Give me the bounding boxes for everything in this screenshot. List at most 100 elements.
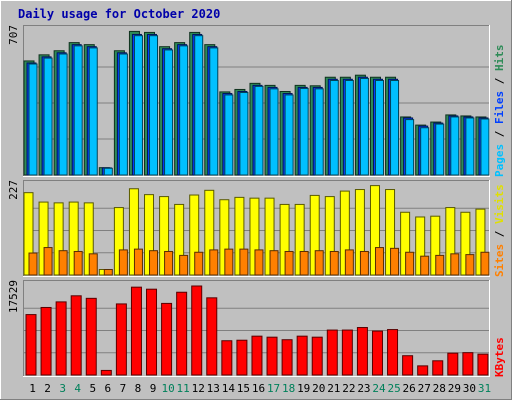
bar-sites-day-6 <box>103 269 113 276</box>
day-label: 16 <box>252 382 265 395</box>
bar-pages-day-28 <box>435 123 445 176</box>
day-label: 31 <box>478 382 491 395</box>
y-max-label: 17529 <box>7 280 20 313</box>
day-label: 29 <box>448 382 461 395</box>
bar-pages-day-13 <box>209 47 219 176</box>
bar-sites-day-14 <box>224 248 234 276</box>
bar-sites-day-29 <box>450 253 460 276</box>
bar-pages-day-23 <box>359 77 369 176</box>
day-label: 5 <box>89 382 96 395</box>
day-label: 20 <box>312 382 325 395</box>
x-axis-labels: 1 2 3 4 5 6 7 8 9 10 11 12 13 14 15 16 17 18 19 20 21 22 23 24 2… <box>29 382 491 395</box>
day-label: 8 <box>135 382 142 395</box>
bar-pages-day-24 <box>374 79 384 176</box>
bar-kbytes-day-16 <box>251 335 263 376</box>
legend-entry: Pages <box>493 144 506 177</box>
bar-kbytes-day-1 <box>25 314 37 376</box>
bar-sites-day-21 <box>329 250 339 276</box>
bar-kbytes-day-12 <box>191 285 203 376</box>
legend-entry: Files <box>493 91 506 124</box>
legend-entry: / <box>493 224 506 244</box>
bar-kbytes-day-10 <box>161 302 173 376</box>
legend-entry: Sites <box>493 244 506 277</box>
bar-kbytes-day-7 <box>115 303 127 376</box>
day-label: 24 <box>372 382 386 395</box>
bar-kbytes-day-22 <box>341 329 353 376</box>
bar-pages-day-20 <box>314 88 324 176</box>
y-max-label: 227 <box>7 180 20 200</box>
bar-kbytes-day-4 <box>70 295 82 376</box>
bar-kbytes-day-13 <box>206 297 218 376</box>
day-label: 28 <box>433 382 446 395</box>
bar-sites-day-2 <box>43 247 53 276</box>
series-pages <box>28 35 490 176</box>
bar-kbytes-day-21 <box>326 329 338 376</box>
panel-kbytes: 17529 KBytes <box>7 280 506 377</box>
panel-visits_sites: 227 Sites / Visits <box>7 180 506 277</box>
bar-pages-day-4 <box>73 45 83 176</box>
bar-sites-day-30 <box>465 254 475 276</box>
day-label: 22 <box>342 382 355 395</box>
bar-pages-day-29 <box>450 116 460 176</box>
legend-entry: Visits <box>493 184 506 224</box>
bar-kbytes-day-2 <box>40 306 52 376</box>
bar-kbytes-day-15 <box>236 339 248 376</box>
bar-pages-day-8 <box>133 35 143 176</box>
series-kbytes <box>25 285 489 376</box>
bar-sites-day-22 <box>344 249 354 276</box>
day-label: 25 <box>387 382 400 395</box>
bar-pages-day-15 <box>239 92 249 176</box>
day-label: 17 <box>267 382 280 395</box>
bar-pages-day-1 <box>28 63 38 176</box>
day-label: 19 <box>297 382 310 395</box>
bar-sites-day-26 <box>405 251 415 276</box>
bar-sites-day-17 <box>269 250 279 276</box>
bar-pages-day-31 <box>480 118 490 176</box>
bar-kbytes-day-31 <box>477 353 489 376</box>
bar-sites-day-25 <box>390 247 400 276</box>
bar-pages-day-2 <box>43 57 53 176</box>
bar-kbytes-day-17 <box>266 336 278 376</box>
bar-kbytes-day-27 <box>417 365 429 376</box>
bar-pages-day-6 <box>103 167 113 176</box>
bar-kbytes-day-29 <box>447 352 459 376</box>
day-label: 10 <box>161 382 174 395</box>
legend-entry: / <box>493 71 506 91</box>
bar-sites-day-24 <box>374 247 384 276</box>
panel-hits_files_pages: 707 Pages / Files / Hits <box>7 25 506 177</box>
legend: KBytes <box>493 337 506 377</box>
day-label: 30 <box>463 382 476 395</box>
legend-entry: Hits <box>493 45 506 72</box>
bar-pages-day-14 <box>224 94 234 176</box>
day-label: 27 <box>418 382 431 395</box>
bar-sites-day-28 <box>435 254 445 276</box>
bar-pages-day-26 <box>405 119 415 176</box>
bar-kbytes-day-20 <box>311 336 323 376</box>
bar-kbytes-day-5 <box>85 297 97 376</box>
bar-sites-day-3 <box>58 250 68 276</box>
bar-kbytes-day-9 <box>146 288 158 376</box>
bar-sites-day-11 <box>179 254 189 276</box>
bar-sites-day-18 <box>284 250 294 276</box>
bar-sites-day-31 <box>480 251 490 276</box>
bar-pages-day-27 <box>420 127 430 176</box>
bar-sites-day-10 <box>164 250 174 276</box>
bar-pages-day-5 <box>88 47 98 176</box>
y-max-label: 707 <box>7 25 20 45</box>
bar-kbytes-day-28 <box>432 360 444 376</box>
bar-kbytes-day-24 <box>371 330 383 376</box>
bar-kbytes-day-3 <box>55 301 67 376</box>
bar-pages-day-16 <box>254 85 264 176</box>
bar-kbytes-day-23 <box>356 327 368 376</box>
bar-kbytes-day-18 <box>281 339 293 376</box>
day-label: 2 <box>44 382 51 395</box>
bar-sites-day-8 <box>133 248 143 276</box>
bar-kbytes-day-30 <box>462 352 474 376</box>
day-label: 15 <box>237 382 250 395</box>
bar-pages-day-10 <box>164 49 174 176</box>
bar-sites-day-12 <box>194 251 204 276</box>
bar-sites-day-23 <box>359 250 369 276</box>
bar-sites-day-5 <box>88 253 98 276</box>
